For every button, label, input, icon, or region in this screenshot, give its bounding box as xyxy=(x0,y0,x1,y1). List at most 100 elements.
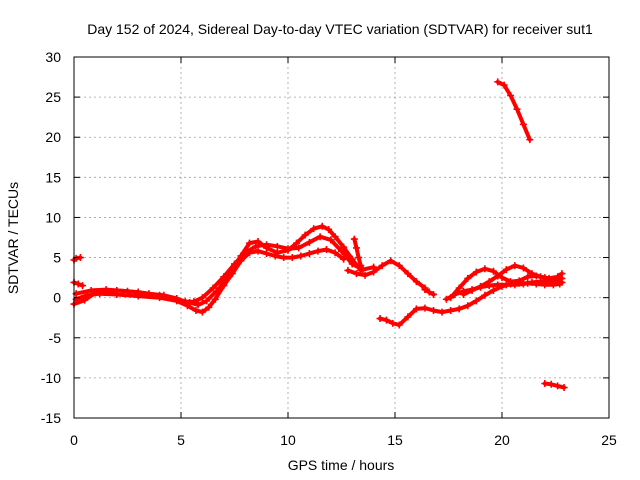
data-point xyxy=(528,278,536,286)
data-point xyxy=(468,286,476,294)
data-point xyxy=(331,233,339,241)
data-point xyxy=(231,260,238,268)
data-point xyxy=(348,260,356,268)
data-point xyxy=(547,380,555,388)
data-point xyxy=(263,241,271,249)
y-tick-label: 30 xyxy=(45,49,61,65)
data-point xyxy=(404,270,412,278)
data-point xyxy=(560,384,568,392)
data-point xyxy=(502,281,510,289)
data-point xyxy=(194,301,202,309)
data-point xyxy=(331,249,339,257)
data-point xyxy=(241,249,249,257)
data-point xyxy=(350,235,358,243)
data-point xyxy=(494,78,502,86)
series-arc-i xyxy=(376,279,564,329)
data-point xyxy=(438,308,446,316)
data-point xyxy=(271,252,279,260)
data-point xyxy=(181,298,189,306)
data-point xyxy=(519,120,527,128)
x-tick-label: 20 xyxy=(494,432,510,448)
data-point xyxy=(421,286,429,294)
data-point xyxy=(528,270,536,278)
data-point xyxy=(310,225,318,233)
data-point xyxy=(325,225,333,233)
data-point xyxy=(220,273,228,281)
data-point xyxy=(305,238,313,246)
axis-ticks xyxy=(73,56,610,419)
data-point xyxy=(252,242,260,250)
data-point xyxy=(87,286,95,294)
data-point xyxy=(220,282,228,290)
series-arc-d xyxy=(72,246,348,316)
plot-frame xyxy=(73,56,610,419)
data-point xyxy=(472,268,480,276)
series-arc-a xyxy=(70,254,84,264)
data-point xyxy=(102,286,110,294)
data-point xyxy=(205,303,213,311)
data-point xyxy=(489,286,497,294)
data-point xyxy=(254,247,262,255)
data-point xyxy=(338,247,345,255)
data-point xyxy=(318,222,326,230)
data-point xyxy=(554,273,562,281)
data-point xyxy=(545,274,553,282)
data-point xyxy=(464,274,472,282)
y-tick-label: -5 xyxy=(49,330,62,346)
data-point xyxy=(314,247,322,255)
data-point xyxy=(447,294,455,302)
data-point xyxy=(316,233,324,241)
data-point xyxy=(430,290,438,298)
data-point xyxy=(301,231,309,239)
data-point xyxy=(359,266,367,274)
data-point xyxy=(455,284,463,292)
data-point xyxy=(430,307,438,315)
data-point xyxy=(361,271,369,279)
data-point xyxy=(295,244,303,252)
data-point xyxy=(190,298,198,306)
data-point xyxy=(376,315,384,323)
data-point xyxy=(79,282,87,290)
data-point xyxy=(395,321,403,329)
data-point xyxy=(537,273,545,281)
grid-lines xyxy=(74,57,609,418)
data-point xyxy=(519,264,527,272)
data-point xyxy=(425,288,433,296)
data-point xyxy=(378,262,386,270)
data-point xyxy=(228,270,236,278)
data-point xyxy=(541,380,549,388)
y-tick-label: -15 xyxy=(41,410,61,426)
data-point xyxy=(74,280,82,288)
y-tick-label: -10 xyxy=(41,370,61,386)
data-point xyxy=(305,250,313,258)
data-point xyxy=(327,236,335,244)
axis-tick-labels: 0 5 10 15 20 25 -15 -10 -5 0 5 10 15 20 25 30 xyxy=(41,49,617,448)
data-point xyxy=(245,239,253,247)
data-point xyxy=(198,294,206,302)
data-point xyxy=(280,254,288,262)
data-point xyxy=(447,307,455,315)
data-point xyxy=(173,294,181,302)
data-point xyxy=(481,265,489,273)
data-point xyxy=(344,266,352,274)
series-layer xyxy=(70,78,568,392)
data-point xyxy=(442,295,450,303)
series-line xyxy=(345,258,427,290)
data-point xyxy=(554,382,562,390)
data-point xyxy=(489,267,497,275)
data-point xyxy=(293,239,301,247)
data-point xyxy=(485,278,493,286)
data-point xyxy=(395,262,403,270)
data-point xyxy=(357,262,365,270)
y-tick-label: 20 xyxy=(45,129,61,145)
series-line xyxy=(74,247,346,315)
series-arc-l xyxy=(459,262,566,298)
data-point xyxy=(211,295,219,303)
data-point xyxy=(455,305,463,313)
data-point xyxy=(494,281,502,289)
data-point xyxy=(355,254,363,262)
data-point xyxy=(513,105,521,113)
y-axis-label: SDTVAR / TECUs xyxy=(5,182,21,294)
data-point xyxy=(524,273,532,281)
